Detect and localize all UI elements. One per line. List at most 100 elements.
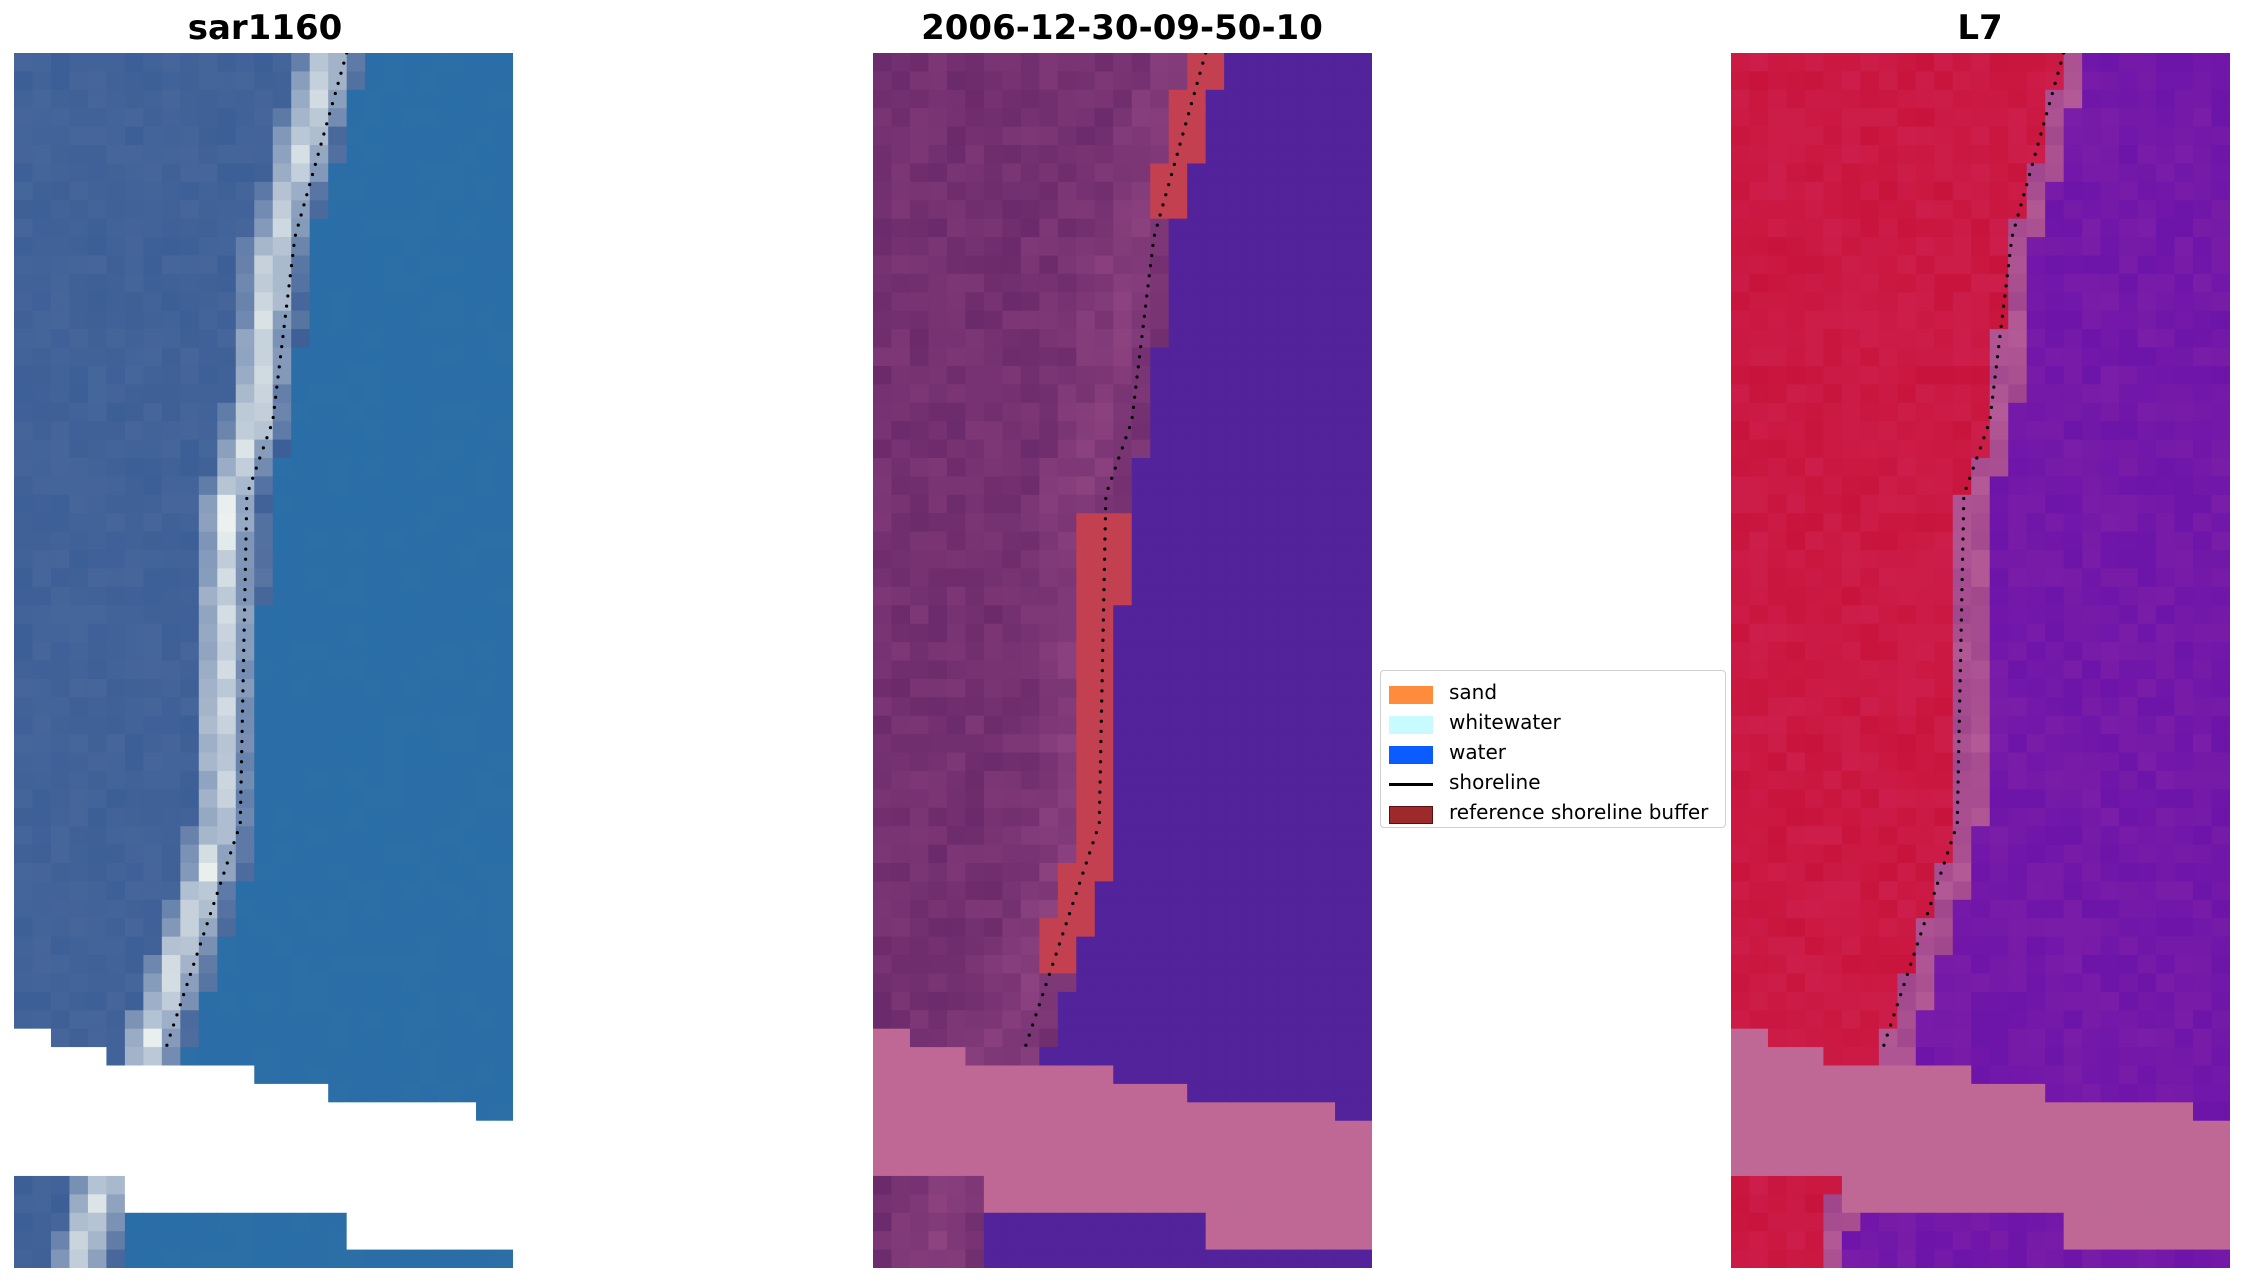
pixel-cell [328,126,348,146]
pixel-cell [1113,292,1133,312]
pixel-cell [1057,292,1077,312]
pixel-cell [1952,494,1972,514]
pixel-cell [272,936,292,956]
pixel-cell [1242,1120,1262,1140]
pixel-cell [1113,329,1133,349]
pixel-cell [272,476,292,496]
pixel-cell [2211,678,2230,698]
pixel-cell [14,1157,34,1177]
pixel-cell [32,881,52,901]
shoreline-dot [244,527,248,531]
pixel-cell [1150,826,1170,846]
pixel-cell [1860,126,1880,146]
pixel-cell [2100,126,2120,146]
pixel-cell [32,955,52,975]
pixel-cell [1205,439,1225,459]
pixel-cell [1020,458,1040,478]
pixel-cell [2063,844,2083,864]
pixel-cell [1823,458,1843,478]
pixel-cell [1934,181,1954,201]
pixel-cell [928,218,948,238]
pixel-cell [106,844,126,864]
pixel-cell [2082,807,2102,827]
pixel-cell [1316,955,1336,975]
pixel-cell [1335,71,1355,91]
pixel-cell [1804,421,1825,441]
pixel-cell [1039,71,1059,91]
shoreline-dot [292,243,296,247]
pixel-cell [946,53,967,73]
pixel-cell [272,623,292,643]
pixel-cell [1786,163,1806,183]
pixel-cell [1952,421,1972,441]
pixel-cell [439,936,459,956]
pixel-cell [2193,605,2213,625]
pixel-cell [2063,586,2083,606]
pixel-cell [124,918,144,938]
shoreline-dot [243,567,247,571]
pixel-cell [946,531,967,551]
pixel-cell [1168,642,1188,662]
pixel-cell [1934,752,1954,772]
pixel-cell [1767,402,1788,422]
pixel-cell [1261,752,1281,772]
pixel-cell [217,1249,237,1268]
pixel-cell [873,697,893,717]
pixel-cell [2008,476,2028,496]
pixel-cell [198,550,218,570]
pixel-cell [1187,1157,1207,1177]
pixel-cell [124,1139,144,1159]
pixel-cell [1786,844,1806,864]
pixel-cell [873,402,893,422]
pixel-cell [1316,89,1336,109]
pixel-cell [161,734,181,754]
pixel-cell [235,586,255,606]
pixel-cell [1094,329,1114,349]
pixel-cell [50,200,71,220]
pixel-cell [1113,1231,1133,1251]
pixel-cell [2119,71,2139,91]
pixel-cell [1187,347,1207,367]
pixel-cell [1076,255,1096,275]
pixel-cell [965,218,985,238]
pixel-cell [272,163,292,183]
pixel-cell [2156,273,2176,293]
pixel-cell [928,310,948,330]
pixel-cell [1261,1249,1281,1268]
pixel-cell [983,826,1003,846]
pixel-cell [420,421,440,441]
pixel-cell [106,734,126,754]
pixel-cell [1298,1010,1318,1030]
pixel-cell [402,71,422,91]
pixel-cell [909,1028,930,1048]
pixel-cell [50,402,71,422]
pixel-cell [32,384,52,404]
pixel-cell [1131,1231,1151,1251]
pixel-cell [1131,660,1151,680]
pixel-cell [928,439,948,459]
pixel-cell [1002,863,1022,883]
pixel-cell [235,145,255,165]
pixel-cell [2100,715,2120,735]
pixel-cell [1261,973,1281,993]
pixel-cell [1915,826,1935,846]
pixel-cell [272,991,292,1011]
pixel-cell [291,660,311,680]
pixel-cell [420,936,440,956]
pixel-cell [1261,586,1281,606]
shoreline-dot [1104,496,1108,501]
pixel-cell [1279,347,1299,367]
pixel-cell [1915,807,1935,827]
pixel-cell [2063,329,2083,349]
pixel-cell [2174,145,2194,165]
pixel-cell [1823,844,1843,864]
pixel-cell [1168,844,1188,864]
pixel-cell [50,642,71,662]
pixel-cell [1731,126,1751,146]
shoreline-dot [1139,345,1143,349]
pixel-cell [1168,531,1188,551]
pixel-cell [291,439,311,459]
pixel-cell [946,586,967,606]
pixel-cell [1205,181,1225,201]
pixel-cell [1261,918,1281,938]
